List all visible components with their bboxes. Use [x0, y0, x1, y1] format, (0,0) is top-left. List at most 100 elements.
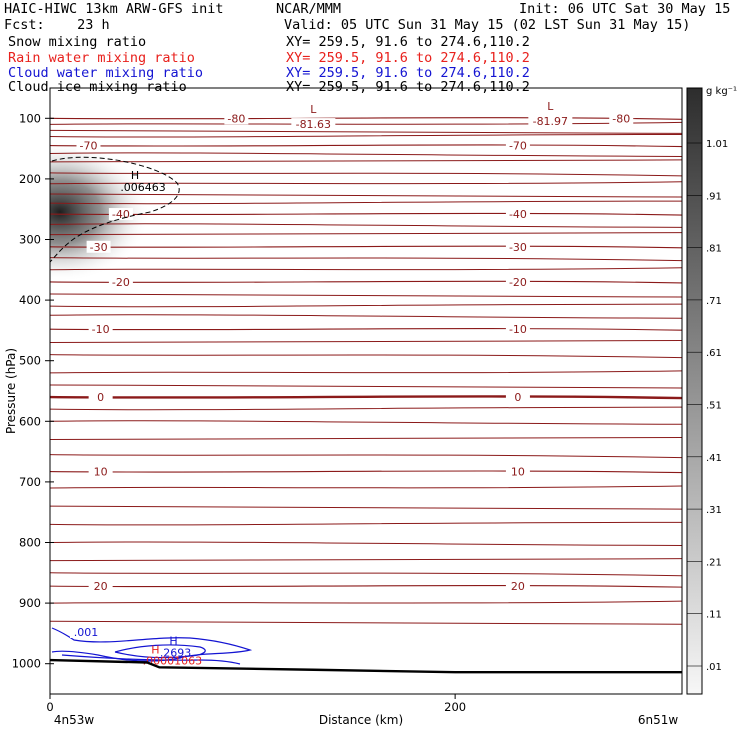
temperature-contour — [50, 133, 682, 138]
temperature-contour-label: -80 — [227, 112, 245, 125]
y-tick-label: 100 — [19, 111, 41, 125]
colorbar-tick-label: .81 — [706, 244, 722, 255]
y-tick-label: 200 — [19, 172, 41, 186]
contour-label-background — [505, 139, 530, 152]
temperature-contour-label: -40 — [112, 208, 130, 221]
cloud-water-contour — [51, 627, 253, 662]
temperature-contour — [50, 620, 682, 625]
temperature-contour-label: 0 — [97, 391, 104, 404]
field-xy-cloud-ice: XY= 259.5, 91.6 to 274.6,110.2 — [286, 79, 530, 95]
temperature-contour-label: -70 — [80, 140, 98, 153]
y-tick-label: 400 — [19, 293, 41, 307]
temperature-contour — [50, 314, 682, 319]
y-tick-label: 700 — [19, 475, 41, 489]
temperature-contour-label: -20 — [112, 276, 130, 289]
contour-label-background — [505, 391, 530, 404]
temperature-contour-minus70 — [50, 144, 682, 148]
contour-label-background — [88, 465, 113, 478]
temperature-min-value: -81.63 — [296, 118, 331, 131]
cloud-water-label-background — [70, 626, 100, 638]
field-name-cloud-water: Cloud water mixing ratio — [8, 65, 204, 81]
cloud-ice-contour — [50, 156, 180, 263]
y-axis-label: Pressure (hPa) — [4, 348, 18, 434]
contour-label-background — [505, 275, 530, 288]
temperature-contour-minus30 — [50, 245, 682, 249]
x-axis-label: Distance (km) — [319, 713, 403, 727]
temperature-contour — [50, 558, 682, 562]
x-start-location: 4n53w — [54, 713, 95, 727]
colorbar-tick-label: .91 — [706, 191, 722, 202]
field-xy-rain: XY= 259.5, 91.6 to 274.6,110.2 — [286, 50, 530, 66]
temperature-min-marker: L — [547, 100, 554, 113]
temperature-contour — [50, 293, 682, 298]
temperature-contour — [50, 384, 682, 389]
cloud-water-max-value: .2693 — [160, 647, 192, 660]
colorbar-tick-label: .01 — [706, 662, 722, 673]
temperature-contour — [50, 223, 682, 228]
temperature-contour — [50, 340, 682, 344]
contour-label-background — [108, 275, 133, 288]
extremum-label-background — [291, 118, 336, 131]
contour-label-background — [224, 112, 249, 125]
field-name-snow: Snow mixing ratio — [8, 34, 147, 50]
rain-max-value: .00001063 — [143, 655, 203, 668]
temperature-contour-minus10 — [50, 328, 682, 331]
temperature-contour-minus80 — [50, 117, 682, 120]
temperature-contour — [50, 521, 682, 526]
temperature-contour — [50, 600, 682, 604]
temperature-contour-label: 10 — [511, 466, 525, 479]
y-tick-label: 300 — [19, 233, 41, 247]
contour-label-background — [88, 391, 113, 404]
temperature-min-marker: L — [310, 103, 317, 116]
colorbar-unit: g kg⁻¹ — [706, 86, 737, 97]
temperature-contour — [50, 406, 682, 411]
y-tick-label: 1000 — [12, 657, 41, 671]
contour-label-background — [609, 112, 634, 125]
colorbar-tick-label: .31 — [706, 505, 722, 516]
temperature-contour — [50, 370, 682, 374]
colorbar: g kg⁻¹ 1.01 .91 .81 .71 .61 .51 .41 .31 .21 .11 .01 — [686, 86, 737, 695]
colorbar-tick-label: .71 — [706, 296, 722, 307]
valid-time: Valid: 05 UTC Sun 31 May 15 (02 LST Sun … — [284, 17, 691, 33]
y-tick-label: 600 — [19, 414, 41, 428]
temperature-contour — [50, 121, 682, 125]
temperature-contour — [50, 485, 682, 489]
cloud-water-max-marker: H — [169, 635, 177, 648]
colorbar-tick-label: 1.01 — [706, 139, 728, 150]
temperature-contour — [50, 572, 682, 577]
temperature-contour-label: -40 — [509, 208, 527, 221]
temperature-contour-label: 20 — [94, 580, 108, 593]
temperature-contour-label: -70 — [509, 140, 527, 153]
y-tick-label: 900 — [19, 596, 41, 610]
colorbar-scale — [686, 87, 703, 695]
temperature-contour — [50, 354, 682, 359]
colorbar-tick-label: .41 — [706, 453, 722, 464]
x-end-location: 6n51w — [638, 713, 679, 727]
temperature-contour-20 — [50, 584, 682, 588]
temperature-contour-label: 10 — [94, 466, 108, 479]
contour-label-background — [505, 580, 530, 593]
contour-label-background — [505, 323, 530, 336]
temperature-contour — [50, 181, 682, 185]
temperature-contour — [50, 436, 682, 440]
temperature-contour-label: 20 — [511, 580, 525, 593]
temperature-contour — [50, 303, 682, 308]
contour-label-background — [88, 580, 113, 593]
cloud-water-contour-label: .001 — [74, 626, 99, 639]
surface-pressure-line — [50, 658, 682, 674]
contour-label-background — [86, 240, 111, 253]
colorbar-tick-label: .21 — [706, 557, 722, 568]
temperature-contour — [50, 454, 682, 459]
cloud-water-contour-lower — [61, 654, 241, 665]
contour-label-background — [505, 208, 530, 221]
temperature-contour — [50, 129, 682, 134]
y-tick-label: 800 — [19, 536, 41, 550]
x-tick-label: 200 — [444, 700, 466, 714]
forecast-hour: Fcst: 23 h — [4, 17, 110, 33]
colorbar-tick-label: .61 — [706, 348, 722, 359]
contour-label-background — [108, 208, 133, 221]
contour-label-background — [76, 139, 101, 152]
temperature-contour — [50, 505, 682, 510]
field-xy-snow: XY= 259.5, 91.6 to 274.6,110.2 — [286, 34, 530, 50]
cloud-ice-max-marker: H — [131, 169, 139, 182]
